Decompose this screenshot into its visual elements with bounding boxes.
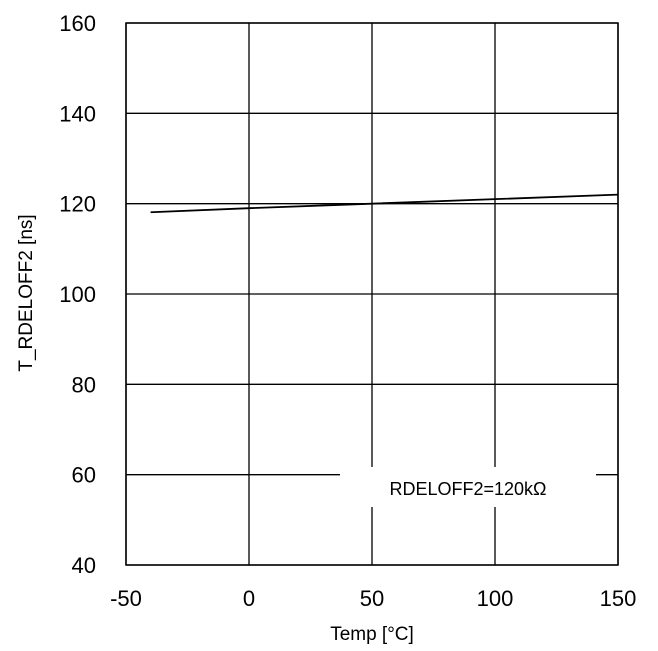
y-tick-labels: 40 60 80 100 120 140 160 [59, 11, 96, 578]
annotation-background [340, 467, 596, 507]
y-tick-label: 160 [59, 11, 96, 36]
x-tick-label: 0 [243, 586, 255, 611]
x-tick-label: 100 [477, 586, 514, 611]
x-tick-labels: -50 0 50 100 150 [110, 586, 636, 611]
y-tick-label: 140 [59, 101, 96, 126]
annotation-label: RDELOFF2=120kΩ [389, 479, 546, 499]
y-tick-label: 100 [59, 282, 96, 307]
y-tick-label: 80 [72, 372, 96, 397]
plot-frame [125, 22, 619, 566]
y-tick-label: 60 [72, 463, 96, 488]
y-tick-label: 40 [72, 553, 96, 578]
y-axis-title: T_RDELOFF2 [ns] [16, 214, 37, 371]
annotation-layer: RDELOFF2=120kΩ [340, 467, 596, 507]
series-layer [150, 193, 619, 214]
series-line [150, 193, 619, 214]
x-tick-label: -50 [110, 586, 142, 611]
x-axis-title: Temp [°C] [330, 624, 414, 645]
x-tick-label: 150 [600, 586, 637, 611]
x-tick-label: 50 [360, 586, 384, 611]
y-tick-label: 120 [59, 192, 96, 217]
